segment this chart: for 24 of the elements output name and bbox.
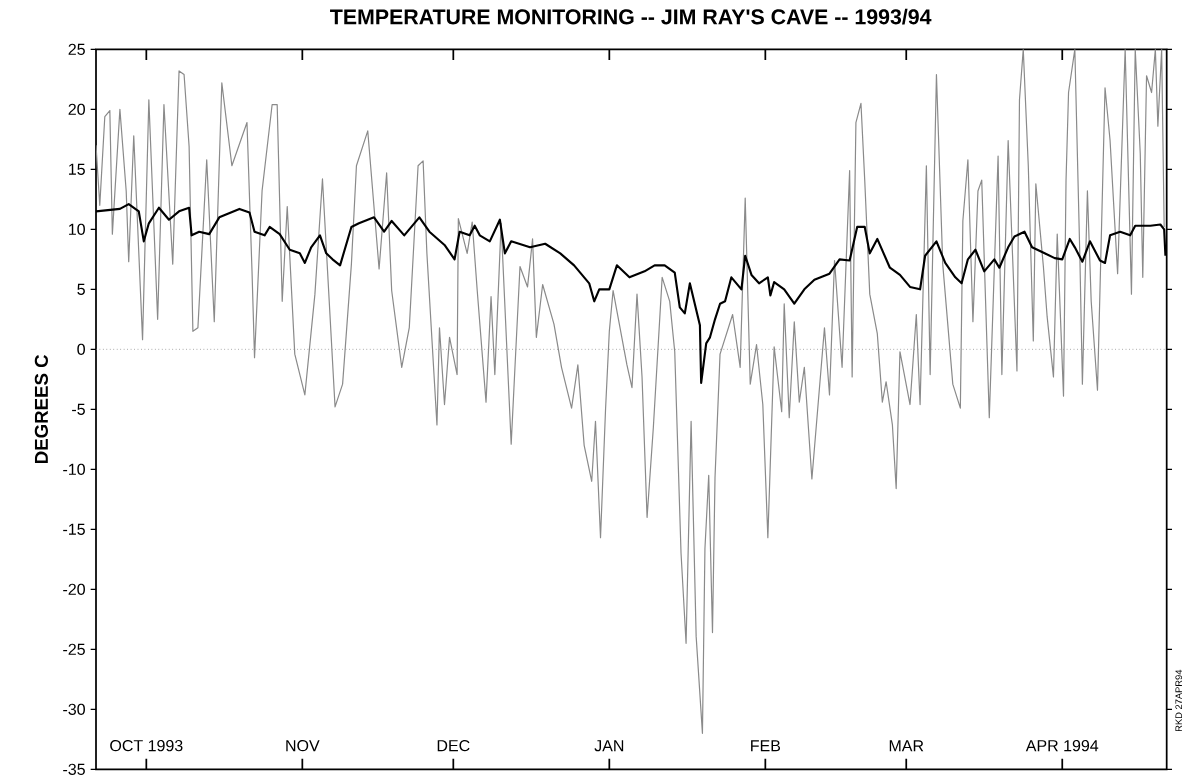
text: RKD 27APR94 [1175, 669, 1182, 732]
x-tick-label: OCT 1993 [110, 739, 183, 752]
y-tick-label: -35 [63, 763, 85, 775]
y-axis-title: DEGREES C [34, 354, 48, 464]
y-tick-label: 5 [77, 283, 85, 295]
chart-title: TEMPERATURE MONITORING -- JIM RAY'S CAVE -- 1993/94 [330, 8, 932, 25]
x-tick-label: APR 1994 [1025, 739, 1099, 752]
y-tick-label: -10 [63, 463, 85, 475]
y-tick-label: 10 [69, 223, 85, 235]
line-series [96, 49, 1165, 734]
y-tick-label: 0 [77, 343, 85, 355]
y-tick-label: -15 [63, 523, 85, 535]
y-tick-label: 20 [68, 103, 85, 115]
x-tick-label: FEB [751, 740, 781, 752]
x-tick-label: DEC [437, 739, 470, 752]
x-tick-label: MAR [889, 740, 924, 752]
x-tick-label: JAN [594, 740, 624, 752]
y-tick-label: 15 [69, 163, 85, 175]
y-tick-label: -5 [72, 403, 85, 415]
x-tick-label: NOV [286, 739, 320, 752]
y-tick-label: -30 [63, 703, 85, 715]
y-tick-label: 25 [68, 43, 85, 55]
y-tick-label: -20 [63, 583, 85, 595]
y-tick-label: -25 [63, 643, 85, 655]
